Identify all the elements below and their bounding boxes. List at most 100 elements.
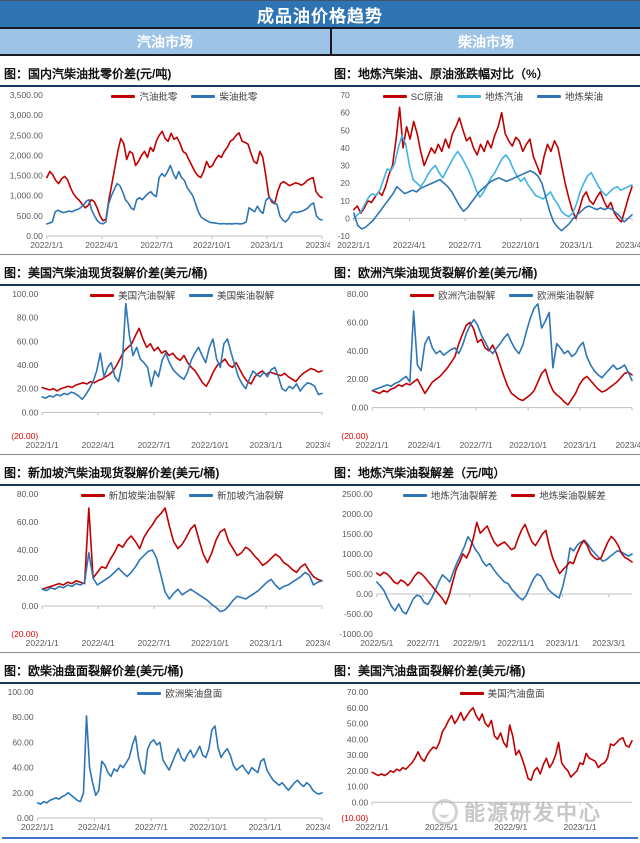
series-line-美国汽油裂解 <box>41 327 323 392</box>
y-axis-label: 60.00 <box>17 336 39 346</box>
market-tab-diesel: 柴油市场 <box>332 29 640 54</box>
y-axis-label: 500.00 <box>17 211 43 221</box>
x-axis-label: 2022/4/1 <box>408 440 441 450</box>
x-axis-label: 2022/10/1 <box>509 440 547 450</box>
y-axis-label: 70.00 <box>347 687 369 697</box>
y-axis-label: (20.00) <box>11 629 38 639</box>
x-axis-label: 2023/1/1 <box>560 240 593 250</box>
y-axis-label: 20.00 <box>17 384 39 394</box>
x-axis-label: 2023/4/1 <box>615 240 640 250</box>
charts-grid: 图：国内汽柴油批零价差(元/吨) 0.00 500.00 1,000.00 1,500… <box>0 56 640 836</box>
x-axis-label: 2023/4/1 <box>305 638 330 648</box>
y-axis-label: -500.00 <box>344 609 373 619</box>
chart-canvas: -10 0 10 20 30 40 50 60 70 2022/1/1 2022/4/1 2022/7… <box>330 87 640 252</box>
y-axis-label: 60 <box>340 108 350 118</box>
x-axis-label: 2022/5/1 <box>360 638 393 648</box>
y-axis-label: 20.00 <box>347 374 369 384</box>
x-axis-label: 2022/4/1 <box>78 822 111 832</box>
y-axis-label: 80.00 <box>347 289 369 299</box>
chart-section: 图：地炼汽柴油裂解差（元/吨） -1000.00 -500.00 0.00 500.0… <box>330 454 640 652</box>
x-axis-label: 2022/7/1 <box>449 240 482 250</box>
y-axis-label: 60.00 <box>347 703 369 713</box>
chart-plot: -10 0 10 20 30 40 50 60 70 2022/1/1 2022/4/1 2022/7… <box>337 90 640 250</box>
y-axis-label: 70 <box>340 90 350 100</box>
series-line-欧洲汽油裂解 <box>371 321 633 406</box>
y-axis-label: 40.00 <box>17 545 39 555</box>
y-axis-label: 0.00 <box>352 403 369 413</box>
y-axis-label: 60.00 <box>12 737 34 747</box>
y-axis-label: 80.00 <box>17 313 39 323</box>
series-line-欧洲柴油盘面 <box>36 715 323 805</box>
x-axis-label: 2023/4/1 <box>305 822 330 832</box>
series-line-地炼汽油裂解差 <box>375 535 633 615</box>
y-axis-label: 10.00 <box>347 782 369 792</box>
y-axis-label: 2,000.00 <box>10 150 43 160</box>
series-line-新加坡汽油裂解 <box>41 549 323 613</box>
y-axis-label: 0.00 <box>26 231 43 241</box>
chart-plot: (20.00) 0.00 20.00 40.00 60.00 80.00 2022/1/1 2… <box>11 489 330 648</box>
market-header-row: 汽油市场 柴油市场 <box>0 29 640 56</box>
y-axis-label: 80.00 <box>17 489 39 499</box>
chart-canvas: 0.00 20.00 40.00 60.00 80.00 100.00 2022/1/1 20… <box>0 684 330 834</box>
x-axis-label: 2023/3/1 <box>592 638 625 648</box>
chart-title: 图：美国汽油盘面裂解价差(美元/桶) <box>330 661 640 684</box>
chart-canvas: 0.00 500.00 1,000.00 1,500.00 2,000.00 2,500.… <box>0 87 330 252</box>
y-axis-label: 20.00 <box>12 788 34 798</box>
series-line-汽油批零 <box>45 130 323 222</box>
y-axis-label: (10.00) <box>341 813 368 823</box>
y-axis-label: 2500.00 <box>342 489 373 499</box>
x-axis-label: 2022/1/1 <box>356 440 389 450</box>
chart-section: 图：欧柴油盘面裂解价差(美元/桶) 0.00 20.00 40.00 60.00 80.… <box>0 652 330 836</box>
x-axis-label: 2022/10/1 <box>502 240 540 250</box>
x-axis-label: 2022/1/1 <box>21 822 54 832</box>
y-axis-label: 40.00 <box>347 734 369 744</box>
y-axis-label: -10 <box>338 231 351 241</box>
y-axis-label: (20.00) <box>341 431 368 441</box>
y-axis-label: 3,000.00 <box>10 110 43 120</box>
x-axis-label: 2022/9/1 <box>494 822 527 832</box>
x-axis-label: 2022/7/1 <box>138 440 171 450</box>
chart-canvas: (20.00) 0.00 20.00 40.00 60.00 80.00 2022/1/1 2… <box>330 286 640 452</box>
series-line-柴油批零 <box>45 164 323 225</box>
x-axis-label: 2022/1/1 <box>26 440 59 450</box>
x-axis-label: 2022/4/1 <box>82 440 115 450</box>
chart-canvas: -1000.00 -500.00 0.00 500.00 1000.00 1500.00 2… <box>330 486 640 650</box>
y-axis-label: 0.00 <box>22 601 39 611</box>
x-axis-label: 2023/1/1 <box>563 822 596 832</box>
y-axis-label: 50 <box>340 125 350 135</box>
x-axis-label: 2022/4/1 <box>393 240 426 250</box>
x-axis-label: 2022/10/1 <box>193 240 231 250</box>
x-axis-label: 2022/1/1 <box>356 822 389 832</box>
report-title-bar: 成品油价格趋势 <box>0 0 640 29</box>
y-axis-label: 60.00 <box>347 317 369 327</box>
x-axis-label: 2022/10/1 <box>191 440 229 450</box>
watermark: 能源研发中心 <box>432 797 602 827</box>
x-axis-label: 2022/7/1 <box>138 638 171 648</box>
y-axis-label: 1,500.00 <box>10 171 43 181</box>
x-axis-label: 2023/4/1 <box>305 440 330 450</box>
y-axis-label: 0.00 <box>17 813 34 823</box>
x-axis-label: 2022/1/1 <box>30 240 63 250</box>
chart-plot: (10.00) 0.00 10.00 20.00 30.00 40.00 50.00 60.0… <box>341 687 633 832</box>
x-axis-label: 2022/1/1 <box>337 240 370 250</box>
x-axis-label: 2022/10/1 <box>189 822 227 832</box>
chart-plot: -1000.00 -500.00 0.00 500.00 1000.00 1500.00 2… <box>339 489 633 648</box>
x-axis-label: 2022/7/1 <box>135 822 168 832</box>
x-axis-label: 2022/4/1 <box>85 240 118 250</box>
chart-section: 图：欧洲汽柴油现货裂解价差(美元/桶) (20.00) 0.00 20.00 40.0… <box>330 254 640 454</box>
x-axis-label: 2023/1/1 <box>546 638 579 648</box>
x-axis-label: 2022/5/1 <box>425 822 458 832</box>
y-axis-label: 40.00 <box>17 360 39 370</box>
chart-section: 图：美国汽柴油现货裂解价差(美元/桶) (20.00) 0.00 20.00 40.0… <box>0 254 330 454</box>
series-line-美国柴油裂解 <box>41 302 323 401</box>
chart-plot: 0.00 20.00 40.00 60.00 80.00 100.00 2022/1/1 20… <box>8 687 330 832</box>
y-axis-label: 500.00 <box>347 569 373 579</box>
y-axis-label: (20.00) <box>11 431 38 441</box>
x-axis-label: 2023/1/1 <box>563 440 596 450</box>
y-axis-label: 0.00 <box>22 407 39 417</box>
y-axis-label: 0.00 <box>356 589 373 599</box>
y-axis-label: 2,500.00 <box>10 130 43 140</box>
chart-title: 图：欧柴油盘面裂解价差(美元/桶) <box>0 661 330 684</box>
y-axis-label: 0.00 <box>352 797 369 807</box>
